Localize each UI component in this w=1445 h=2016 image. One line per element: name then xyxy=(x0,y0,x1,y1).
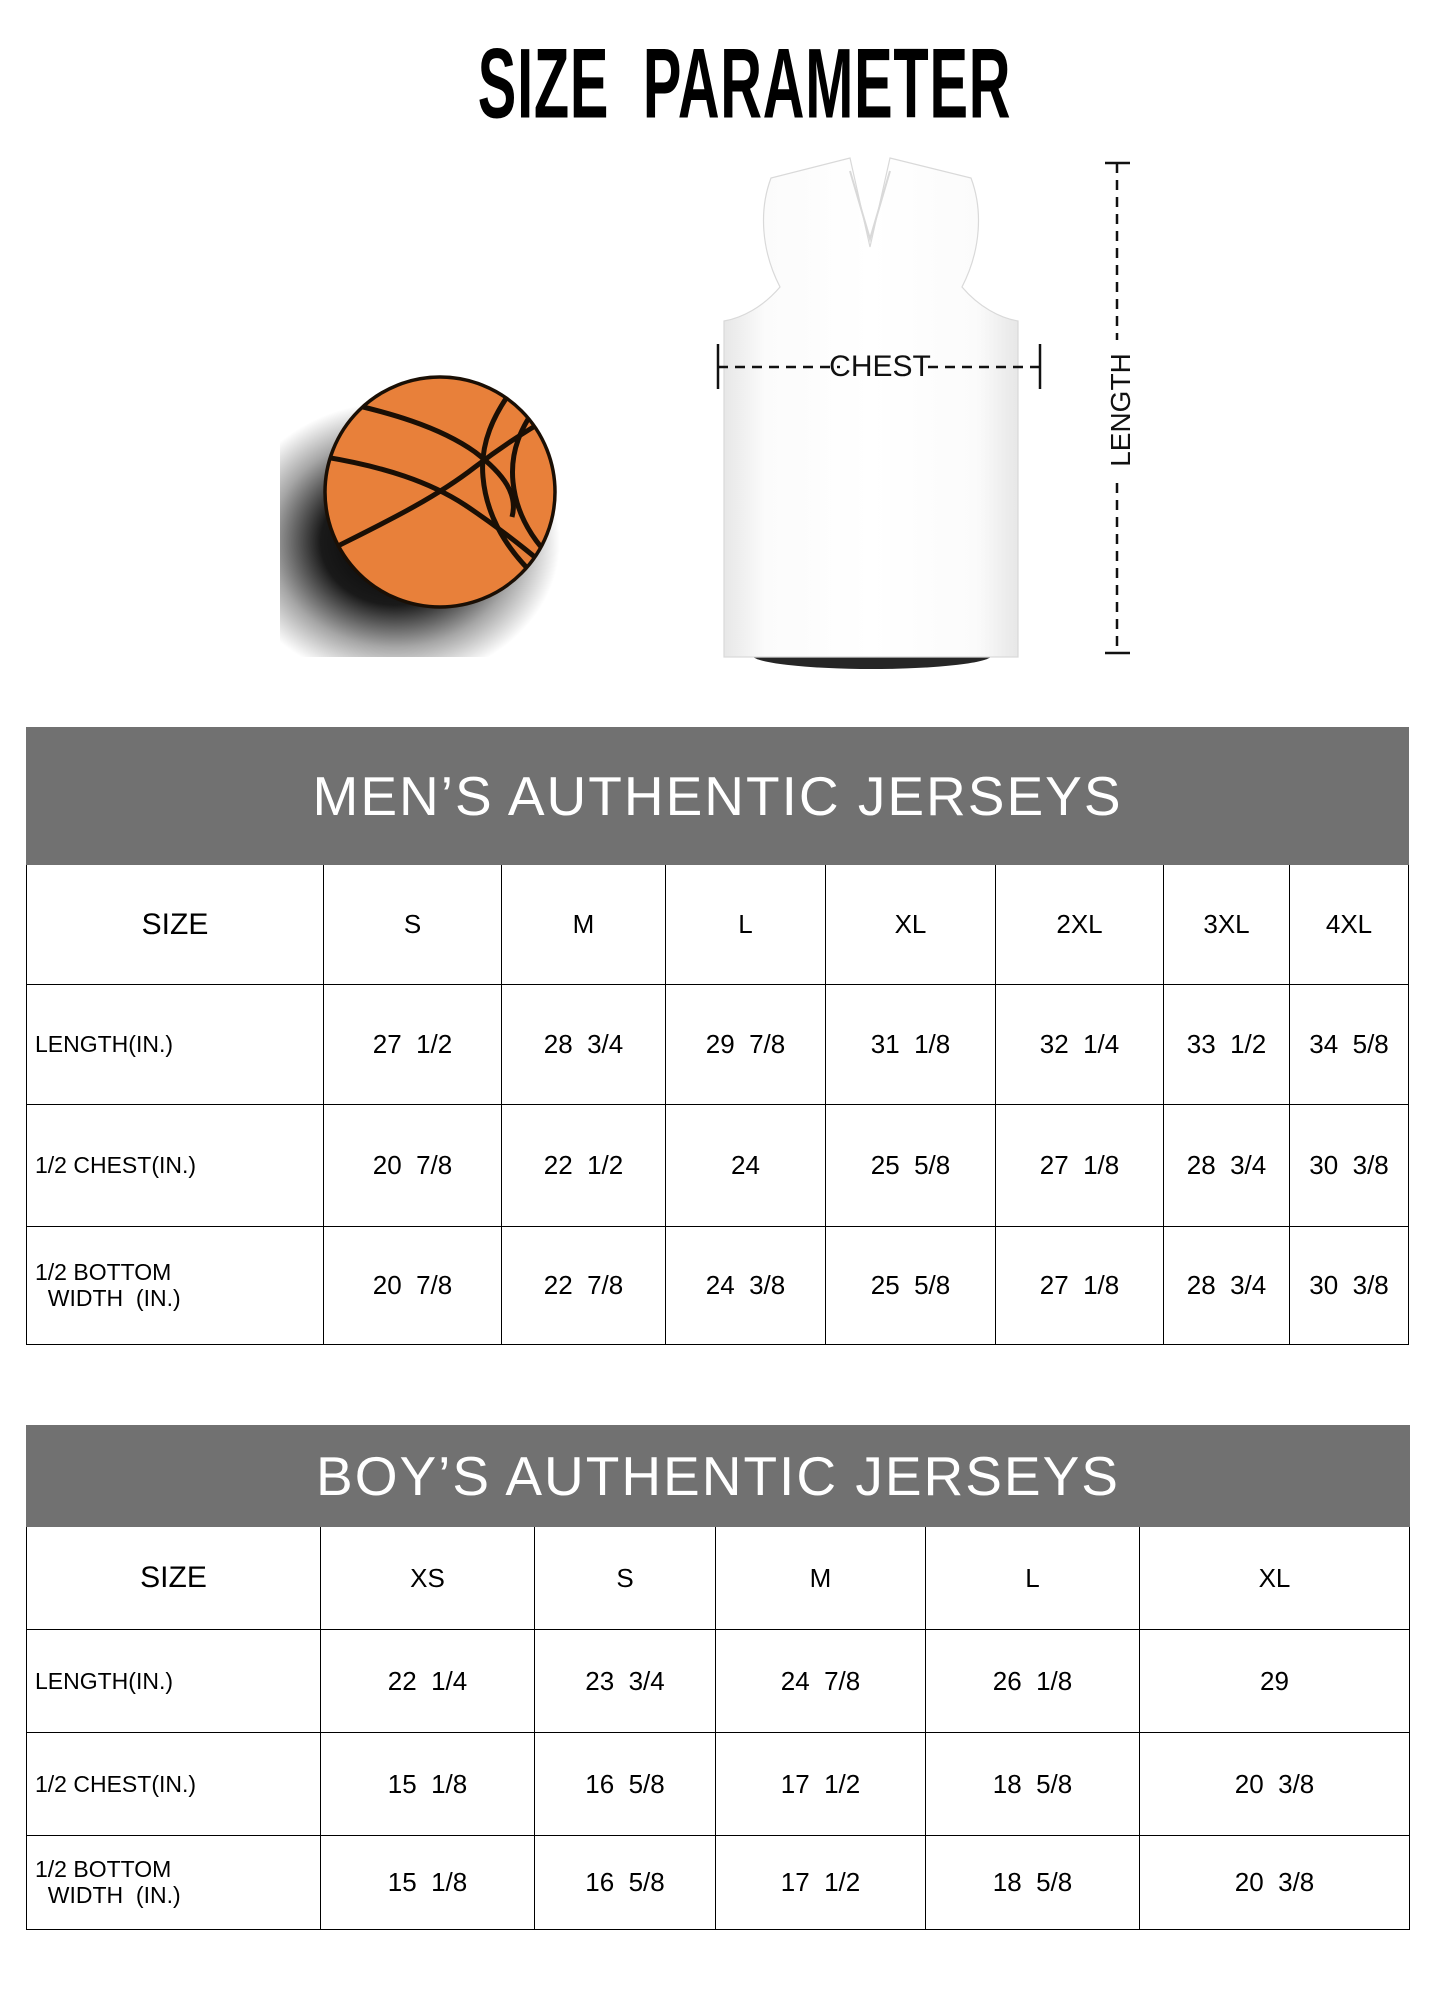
svg-text:CHEST: CHEST xyxy=(829,350,931,383)
svg-text:LENGTH: LENGTH xyxy=(1105,353,1136,467)
